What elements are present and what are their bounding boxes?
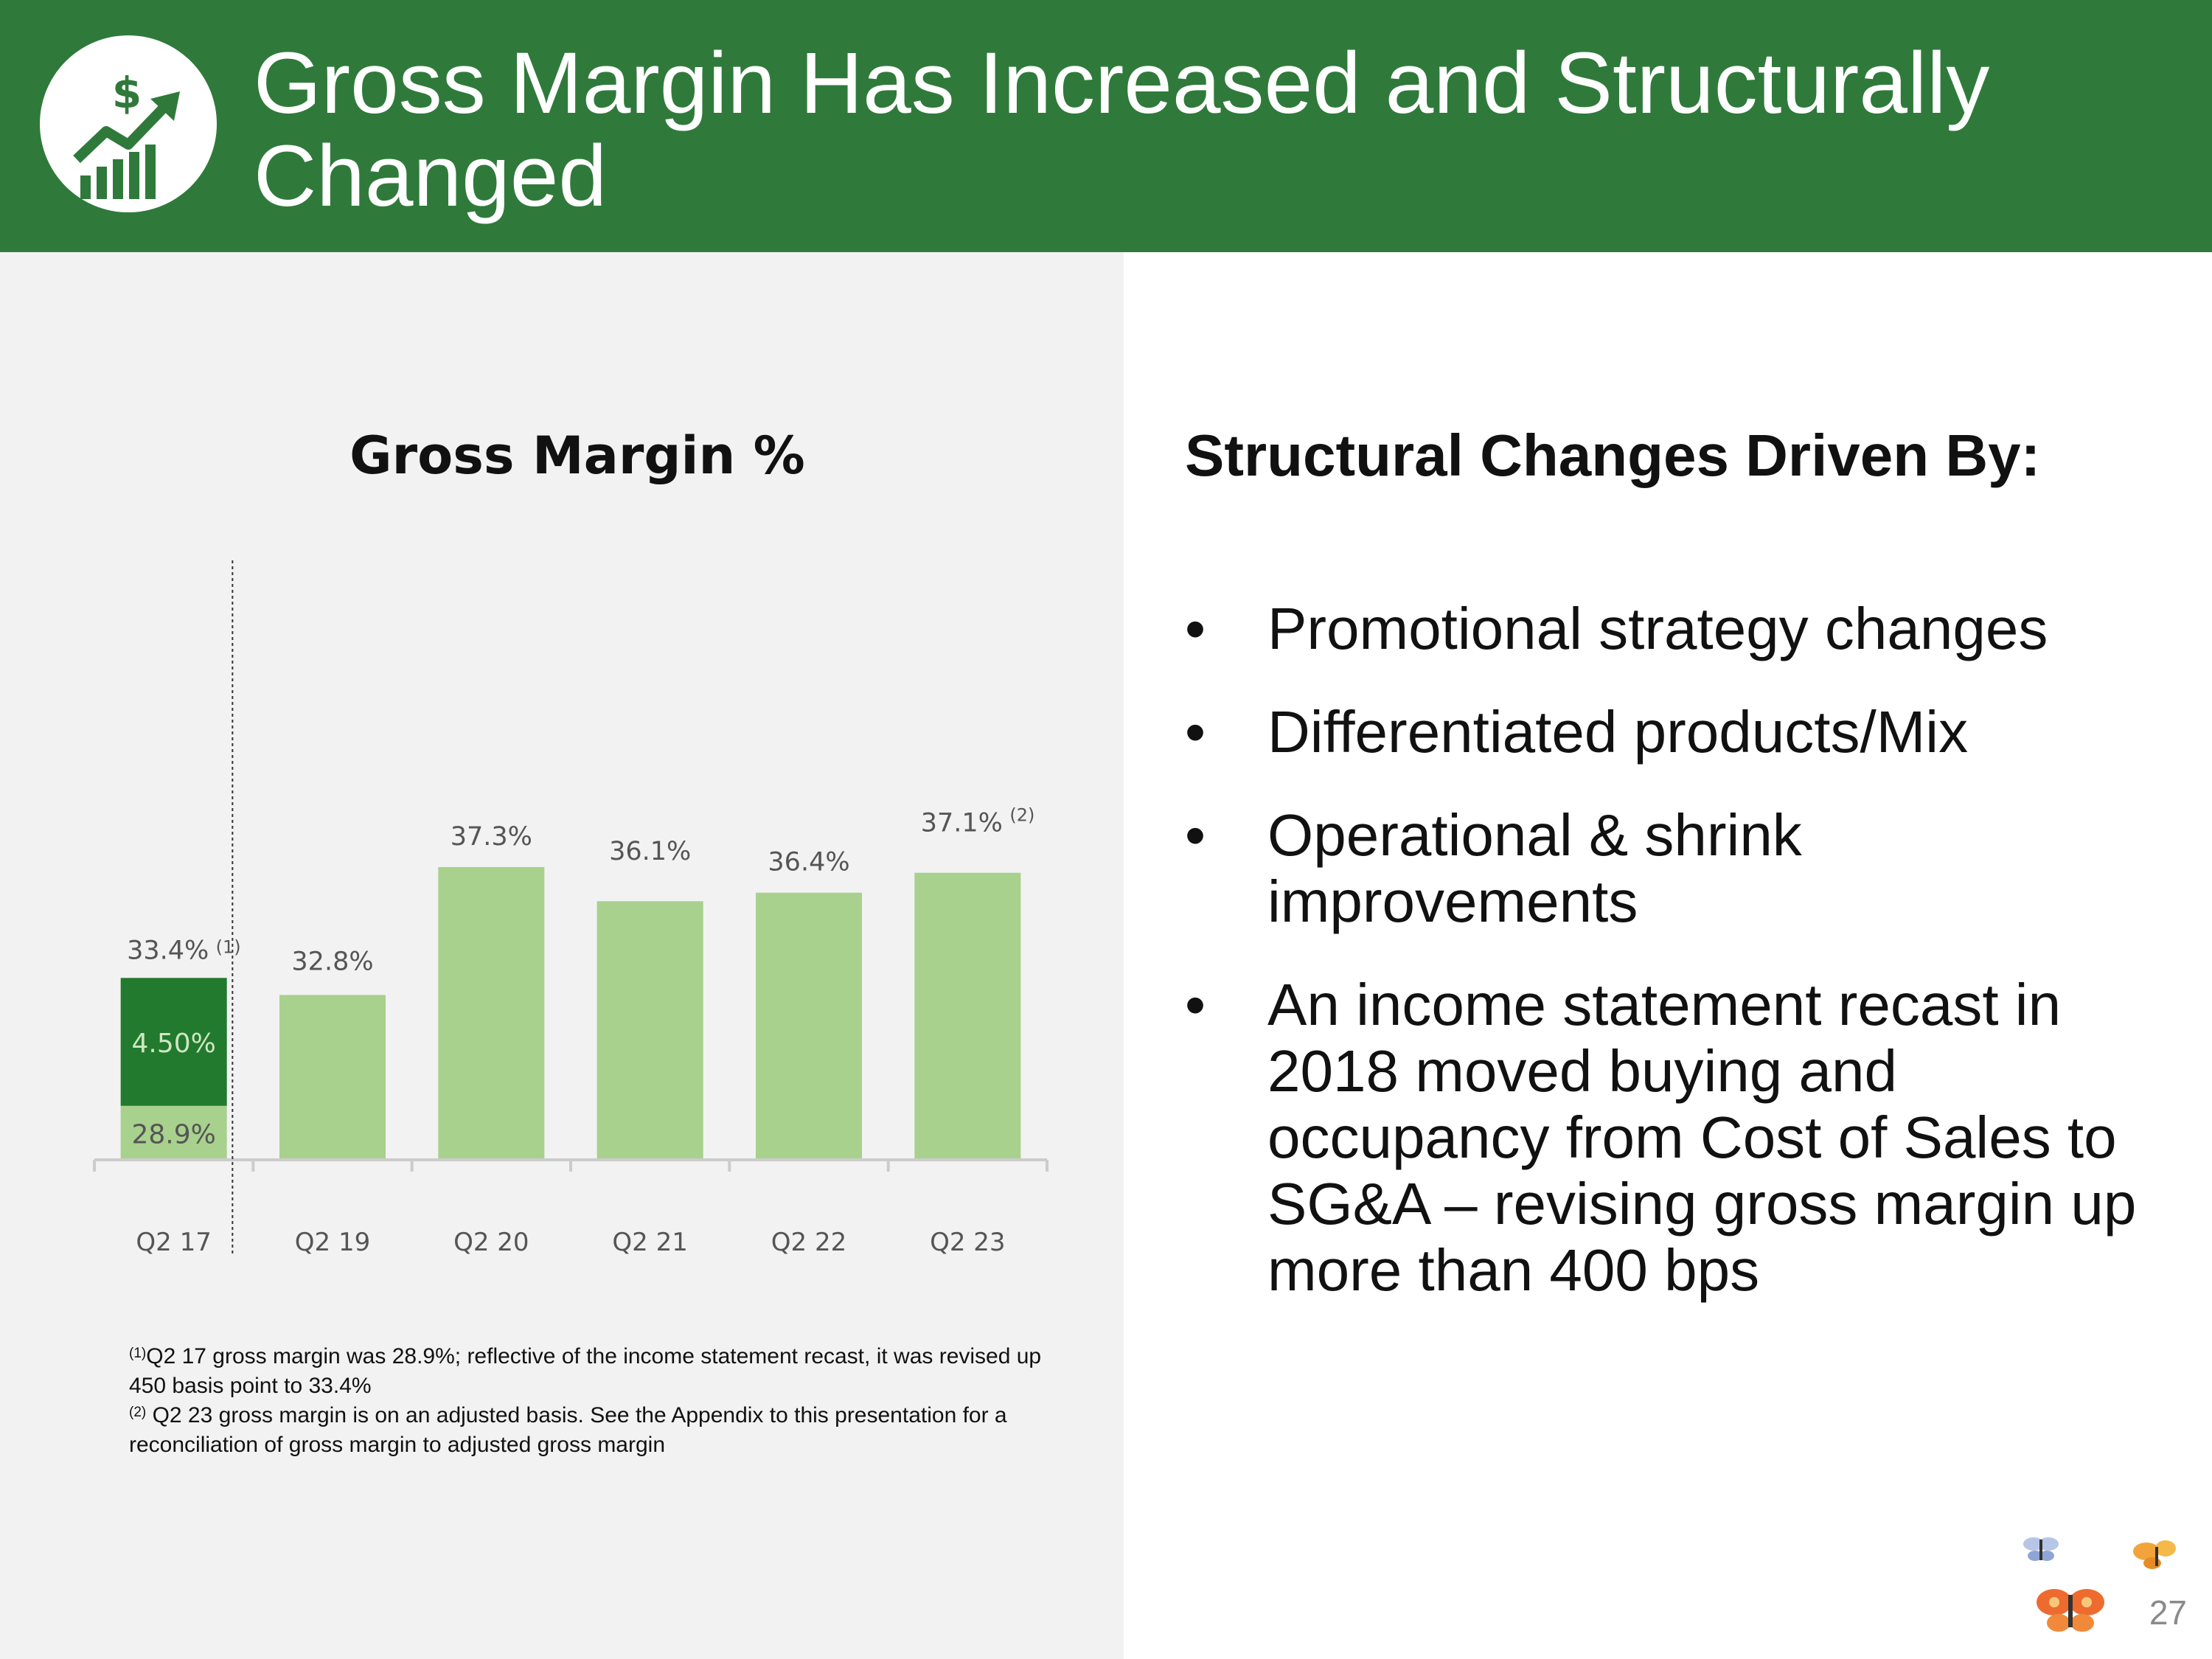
footnote-2: (2) Q2 23 gross margin is on an adjusted… <box>129 1401 1051 1460</box>
category-label: Q2 17 <box>136 1228 211 1257</box>
bullet-icon: • <box>1185 699 1206 765</box>
bullet-icon: • <box>1185 802 1206 868</box>
gross-margin-chart: Gross Margin % 28.9% 4.50% 33.4% (1) Q2 17 32… <box>93 425 1048 1257</box>
category-label: Q2 23 <box>930 1228 1005 1257</box>
category-label: Q2 21 <box>612 1228 687 1257</box>
bar <box>597 901 703 1160</box>
footnote-1-marker: (1) <box>129 1346 147 1361</box>
header-bar: $ Gross Margin Has Increased and Structu… <box>0 0 2212 252</box>
segment-label-base: 28.9% <box>131 1119 215 1150</box>
footnote-2-text: Q2 23 gross margin is on an adjusted bas… <box>129 1403 1007 1457</box>
list-item: • Differentiated products/Mix <box>1185 699 2166 765</box>
drivers-heading: Structural Changes Driven By: <box>1185 422 2041 488</box>
footnote-2-marker: (2) <box>129 1405 147 1420</box>
footnote-1: (1)Q2 17 gross margin was 28.9%; reflect… <box>129 1342 1051 1401</box>
value-label: 36.1% <box>609 837 691 866</box>
butterfly-logo-icon <box>2023 1537 2176 1632</box>
bar-segment-base <box>120 1105 227 1160</box>
footnotes: (1)Q2 17 gross margin was 28.9%; reflect… <box>129 1342 1051 1460</box>
category-label: Q2 20 <box>453 1228 529 1257</box>
bar <box>279 995 386 1160</box>
bar <box>438 866 545 1160</box>
list-item: • Promotional strategy changes <box>1185 596 2166 662</box>
value-label: 36.4% <box>768 848 849 877</box>
list-item: • Operational & shrink improvements <box>1185 802 2166 935</box>
value-label-footnote: (1) <box>216 936 241 957</box>
value-label-footnote: (2) <box>1009 805 1034 826</box>
bar <box>914 872 1021 1160</box>
bullet-icon: • <box>1185 972 1206 1037</box>
value-label: 32.8% <box>291 947 373 976</box>
footnote-1-text: Q2 17 gross margin was 28.9%; reflective… <box>129 1344 1042 1398</box>
drivers-list: • Promotional strategy changes • Different… <box>1185 596 2166 1340</box>
list-item-text: An income statement recast in 2018 moved… <box>1267 972 2137 1303</box>
bullet-icon: • <box>1185 596 1206 661</box>
page-title: Gross Margin Has Increased and Structura… <box>254 35 1990 225</box>
category-label: Q2 19 <box>295 1228 370 1257</box>
value-label: 37.1% <box>921 809 1003 838</box>
page-number: 27 <box>2149 1593 2187 1632</box>
chart-title: Gross Margin % <box>349 425 805 486</box>
category-label: Q2 22 <box>771 1228 846 1257</box>
logo-badge: $ <box>40 35 217 212</box>
list-item-text: Operational & shrink improvements <box>1267 802 1802 934</box>
list-item-text: Differentiated products/Mix <box>1267 699 1969 765</box>
chart-dollar-icon: $ <box>73 68 180 199</box>
svg-text:$: $ <box>112 68 142 118</box>
bar-segment-increment <box>120 978 227 1106</box>
bar <box>756 892 862 1160</box>
value-label: 33.4% <box>127 936 209 965</box>
segment-label-increment: 4.50% <box>131 1029 215 1059</box>
value-label: 37.3% <box>451 822 532 852</box>
list-item-text: Promotional strategy changes <box>1267 596 2048 661</box>
list-item: • An income statement recast in 2018 move… <box>1185 972 2166 1304</box>
